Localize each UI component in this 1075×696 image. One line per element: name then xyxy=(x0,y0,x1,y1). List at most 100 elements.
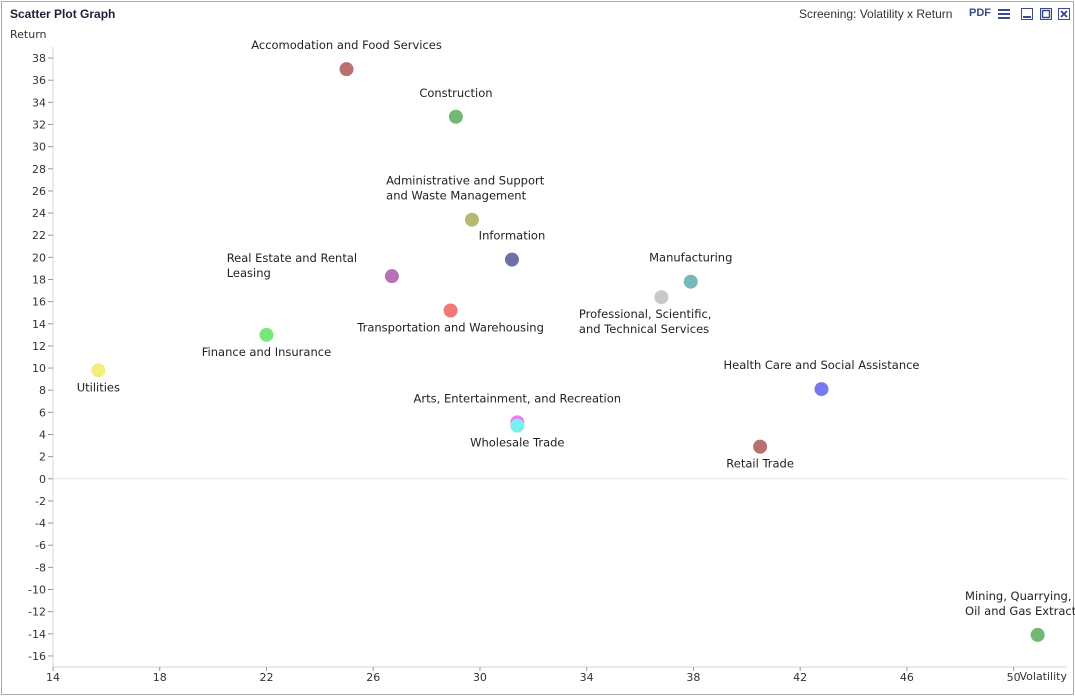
x-tick-label: 22 xyxy=(259,671,273,684)
minimize-icon[interactable] xyxy=(1021,8,1033,20)
point-label: Mining, Quarrying, andOil and Gas Extrac… xyxy=(965,589,1075,618)
y-tick-label: -2 xyxy=(35,495,46,508)
y-tick-label: 34 xyxy=(32,96,46,109)
y-tick-label: -16 xyxy=(28,650,46,663)
y-tick-label: 14 xyxy=(32,318,46,331)
data-point[interactable] xyxy=(683,274,698,289)
point-label: Health Care and Social Assistance xyxy=(723,358,919,372)
point-label-line: Construction xyxy=(419,86,492,100)
point-label-line: Wholesale Trade xyxy=(470,436,564,450)
point-label-line: Transportation and Warehousing xyxy=(356,321,544,335)
point-label-line: Real Estate and Rental xyxy=(227,251,357,265)
x-tick-label: 30 xyxy=(473,671,487,684)
x-tick-label: 38 xyxy=(686,671,700,684)
y-tick-label: 30 xyxy=(32,141,46,154)
x-tick-label: 50 xyxy=(1007,671,1021,684)
data-point[interactable] xyxy=(1030,627,1045,642)
point-label-line: Mining, Quarrying, and xyxy=(965,589,1075,603)
point-label-line: Arts, Entertainment, and Recreation xyxy=(414,391,622,405)
point-label-line: Finance and Insurance xyxy=(202,345,331,359)
point-label-line: Retail Trade xyxy=(726,457,794,471)
point-label: Arts, Entertainment, and Recreation xyxy=(414,391,622,405)
data-point[interactable] xyxy=(464,212,479,227)
y-tick-label: 26 xyxy=(32,185,46,198)
point-label-line: Utilities xyxy=(77,380,120,394)
point-label: Manufacturing xyxy=(649,251,732,265)
data-point[interactable] xyxy=(443,303,458,318)
x-tick-label: 34 xyxy=(580,671,594,684)
point-label-line: Manufacturing xyxy=(649,251,732,265)
y-tick-label: 16 xyxy=(32,296,46,309)
x-tick-label: 26 xyxy=(366,671,380,684)
point-label-line: and Waste Management xyxy=(386,189,526,203)
x-axis-title: Volatility xyxy=(1019,670,1067,683)
y-tick-label: 36 xyxy=(32,74,46,87)
screening-subtitle: Screening: Volatility x Return xyxy=(799,7,953,21)
point-label-line: and Technical Services xyxy=(579,322,709,336)
y-tick-label: 12 xyxy=(32,340,46,353)
point-label: Wholesale Trade xyxy=(470,436,564,450)
data-point[interactable] xyxy=(259,327,274,342)
points-group xyxy=(91,62,1045,642)
pdf-export-button[interactable]: PDF xyxy=(969,7,991,19)
y-tick-label: -10 xyxy=(28,584,46,597)
data-point[interactable] xyxy=(814,382,829,397)
y-tick-label: -12 xyxy=(28,606,46,619)
y-tick-label: 22 xyxy=(32,229,46,242)
y-tick-label: 10 xyxy=(32,362,46,375)
x-tick-label: 18 xyxy=(153,671,167,684)
y-tick-label: 6 xyxy=(39,406,46,419)
data-point[interactable] xyxy=(448,109,463,124)
data-point[interactable] xyxy=(654,290,669,305)
point-labels-group: Accomodation and Food Services Constructi… xyxy=(77,38,1075,618)
point-label: Construction xyxy=(419,86,492,100)
close-icon[interactable] xyxy=(1058,8,1070,20)
y-tick-label: 28 xyxy=(32,163,46,176)
window-title: Scatter Plot Graph xyxy=(10,7,116,21)
point-label: Information xyxy=(479,229,546,243)
x-tick-label: 46 xyxy=(900,671,914,684)
data-point[interactable] xyxy=(384,269,399,284)
y-tick-label: 2 xyxy=(39,451,46,464)
point-label-line: Accomodation and Food Services xyxy=(251,38,442,52)
y-tick-label: 18 xyxy=(32,274,46,287)
point-label-line: Information xyxy=(479,229,546,243)
point-label: Real Estate and Rental Leasing xyxy=(227,251,357,280)
y-tick-label: 24 xyxy=(32,207,46,220)
y-tick-label: 38 xyxy=(32,52,46,65)
point-label: Administrative and Support and Waste Mana… xyxy=(386,174,545,203)
point-label-line: Professional, Scientific, xyxy=(579,307,712,321)
data-point[interactable] xyxy=(504,252,519,267)
y-tick-label: -14 xyxy=(28,628,46,641)
data-point[interactable] xyxy=(510,418,525,433)
y-axis-title: Return xyxy=(10,28,47,41)
menu-icon[interactable] xyxy=(998,8,1010,20)
y-tick-label: -8 xyxy=(35,561,46,574)
point-label: Accomodation and Food Services xyxy=(251,38,442,52)
y-tick-label: 0 xyxy=(39,473,46,486)
point-label: Transportation and Warehousing xyxy=(356,321,544,335)
data-point[interactable] xyxy=(753,439,768,454)
y-tick-label: 32 xyxy=(32,119,46,132)
point-label-line: Health Care and Social Assistance xyxy=(723,358,919,372)
point-label: Retail Trade xyxy=(726,457,794,471)
point-label-line: Leasing xyxy=(227,266,271,280)
point-label: Finance and Insurance xyxy=(202,345,331,359)
point-label-line: Oil and Gas Extraction xyxy=(965,604,1075,618)
y-tick-label: 4 xyxy=(39,429,46,442)
y-tick-label: -4 xyxy=(35,517,46,530)
y-tick-label: -6 xyxy=(35,539,46,552)
y-tick-label: 20 xyxy=(32,251,46,264)
maximize-icon[interactable] xyxy=(1040,8,1052,20)
axes-group: -16-14-12-10-8-6-4-202468101214161820222… xyxy=(10,28,1067,684)
data-point[interactable] xyxy=(339,62,354,77)
data-point[interactable] xyxy=(91,363,106,378)
x-tick-label: 14 xyxy=(46,671,60,684)
point-label-line: Administrative and Support xyxy=(386,174,545,188)
x-tick-label: 42 xyxy=(793,671,807,684)
y-tick-label: 8 xyxy=(39,384,46,397)
point-label: Utilities xyxy=(77,380,120,394)
point-label: Professional, Scientific, and Technical S… xyxy=(579,307,712,336)
